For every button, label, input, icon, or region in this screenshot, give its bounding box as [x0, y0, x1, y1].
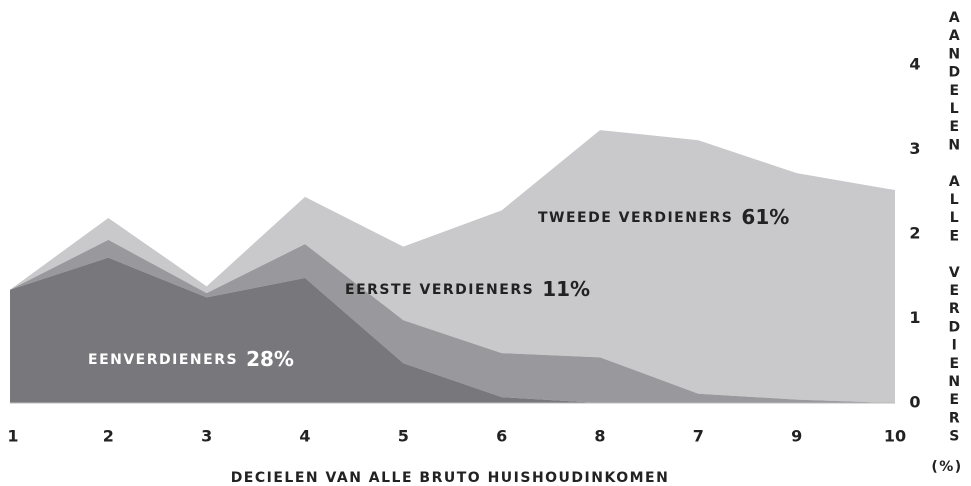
area [10, 130, 895, 403]
series-label: EERSTE VERDIENERS 11% [345, 277, 590, 301]
x-tick-label: 8 [594, 427, 605, 446]
y-tick-label: 0 [909, 393, 920, 412]
series-share: 61% [741, 205, 789, 229]
x-tick-label: 6 [496, 427, 507, 446]
x-tick-label: 1 [7, 427, 18, 446]
x-tick-label: 2 [103, 427, 114, 446]
x-tick-label: 5 [398, 427, 409, 446]
y-tick-label: 3 [909, 139, 920, 158]
series-name: TWEEDE VERDIENERS [538, 210, 733, 226]
series-name: EERSTE VERDIENERS [345, 282, 534, 298]
x-tick-label: 10 [884, 427, 906, 446]
x-tick-label: 3 [201, 427, 212, 446]
x-tick-label: 9 [791, 427, 802, 446]
series-label: TWEEDE VERDIENERS 61% [538, 205, 789, 229]
y-unit: (%) [931, 459, 962, 475]
series-label: EENVERDIENERS 28% [88, 347, 294, 371]
series-share: 28% [246, 347, 294, 371]
x-tick-label: 7 [693, 427, 704, 446]
x-tick-label: 4 [299, 427, 310, 446]
y-tick-label: 4 [909, 55, 920, 74]
series-share: 11% [542, 277, 590, 301]
y-tick-label: 2 [909, 224, 920, 243]
x-axis-label: DECIELEN VAN ALLE BRUTO HUISHOUDINKOMEN [231, 470, 670, 486]
y-tick-label: 1 [909, 308, 920, 327]
area [10, 239, 895, 403]
series-name: EENVERDIENERS [88, 352, 238, 368]
area [10, 257, 895, 403]
